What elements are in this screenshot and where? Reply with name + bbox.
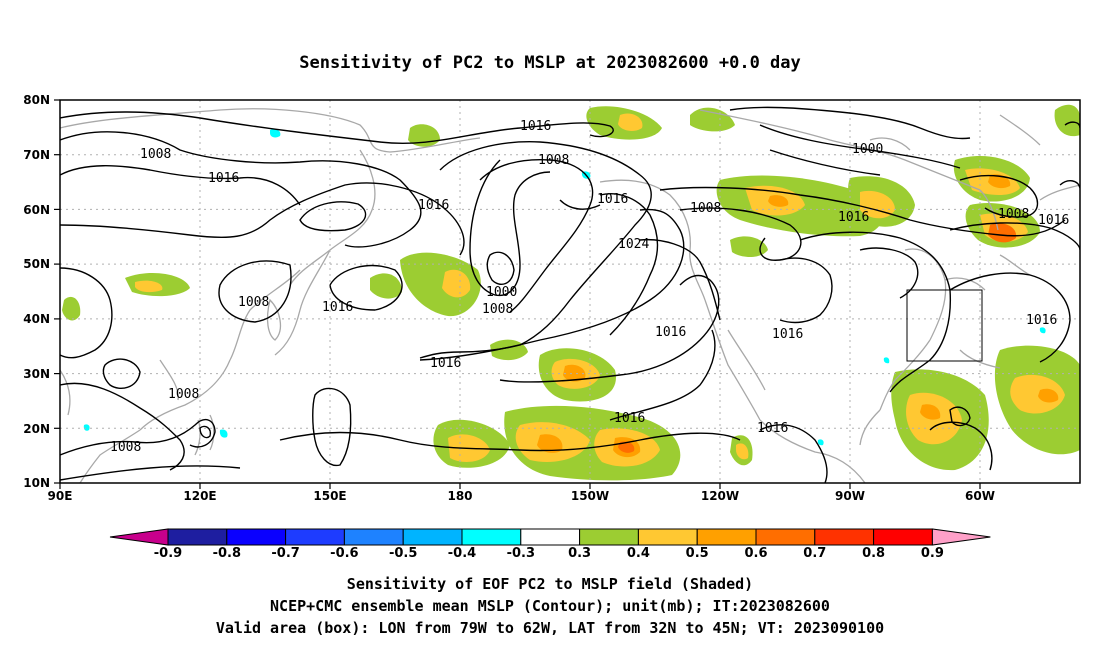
colorbar-boxes: [109, 528, 991, 546]
lat-labels: 80N 70N 60N 50N 40N 30N 20N 10N: [23, 93, 50, 490]
contour-label: 1008: [168, 387, 199, 402]
colorbar-label: -0.8: [213, 546, 241, 561]
colorbar-label: 0.8: [862, 546, 885, 561]
caption-line-2: NCEP+CMC ensemble mean MSLP (Contour); u…: [270, 597, 830, 615]
contour-labels: 1016 1008 1000 1016 1008 1016 1008 1016 …: [110, 119, 1069, 455]
contour-label: 1016: [1026, 313, 1057, 328]
colorbar-box: [402, 528, 463, 546]
colorbar-box: [696, 528, 757, 546]
colorbar-label: -0.7: [271, 546, 299, 561]
colorbar-box: [579, 528, 639, 546]
colorbar-label: 0.6: [744, 546, 767, 561]
colorbar-label: 0.3: [568, 546, 591, 561]
contour-label: 1008: [238, 295, 269, 310]
contour-label: 1008: [140, 147, 171, 162]
colorbar-label: 0.9: [921, 546, 944, 561]
figure-title: Sensitivity of PC2 to MSLP at 2023082600…: [299, 53, 801, 73]
lat-label: 40N: [23, 312, 50, 326]
contour-label: 1016: [430, 356, 461, 371]
colorbar-box: [167, 528, 228, 546]
caption-line-1: Sensitivity of EOF PC2 to MSLP field (Sh…: [347, 575, 753, 593]
colorbar-box: [873, 528, 933, 546]
colorbar-label: 0.5: [686, 546, 709, 561]
colorbar-label: -0.3: [507, 546, 535, 561]
lon-label: 120W: [701, 489, 739, 503]
lat-label: 10N: [23, 476, 50, 490]
colorbar-label: -0.9: [154, 546, 182, 561]
contour-label: 1008: [690, 201, 721, 216]
colorbar-label: 0.7: [803, 546, 826, 561]
contour-label: 1024: [618, 237, 649, 252]
contour-label: 1016: [208, 171, 239, 186]
map-frame: [59, 99, 1081, 484]
contour-label: 1016: [597, 192, 628, 207]
contour-label: 1008: [110, 440, 141, 455]
colorbar-box: [637, 528, 698, 546]
valid-area-box: [906, 289, 983, 362]
lat-label: 60N: [23, 203, 50, 217]
colorbar-box: [343, 528, 404, 546]
colorbar-box: [285, 528, 345, 546]
lat-label: 30N: [23, 367, 50, 381]
lon-label: 180: [447, 489, 472, 503]
contour-label: 1016: [1038, 213, 1069, 228]
colorbar-label: -0.6: [330, 546, 358, 561]
colorbar-label: -0.5: [389, 546, 417, 561]
contour-label: 1016: [772, 327, 803, 342]
lat-label: 70N: [23, 148, 50, 162]
colorbar-labels: -0.9 -0.8 -0.7 -0.6 -0.5 -0.4 -0.3 0.3 0.4 0.5 0.6…: [154, 546, 944, 561]
colorbar-triangle-left: [109, 528, 169, 546]
contour-label: 1008: [998, 207, 1029, 222]
contour-label: 1008: [482, 302, 513, 317]
contour-label: 1016: [757, 421, 788, 436]
lon-label: 90E: [48, 489, 73, 503]
caption: Sensitivity of EOF PC2 to MSLP field (Sh…: [216, 575, 884, 637]
contour-label: 1016: [655, 325, 686, 340]
lon-label: 150W: [571, 489, 609, 503]
caption-line-3: Valid area (box): LON from 79W to 62W, L…: [216, 619, 884, 637]
mslp-contours: [60, 106, 1080, 483]
lat-label: 80N: [23, 93, 50, 107]
gridlines: [60, 100, 1080, 483]
axis-ticks: [54, 99, 981, 489]
contour-label: 1016: [614, 411, 645, 426]
lon-label: 90W: [835, 489, 865, 503]
colorbar-label: -0.4: [448, 546, 476, 561]
contour-label: 1000: [486, 285, 517, 300]
contour-label: 1016: [520, 119, 551, 134]
colorbar-triangle-right: [931, 528, 991, 546]
lat-label: 50N: [23, 257, 50, 271]
contour-label: 1016: [418, 198, 449, 213]
map-panel: 1016 1008 1000 1016 1008 1016 1008 1016 …: [23, 93, 1081, 503]
colorbar-box: [755, 528, 816, 546]
contour-label: 1008: [538, 153, 569, 168]
contour-label: 1016: [838, 210, 869, 225]
coastlines: [60, 108, 1080, 483]
colorbar-box: [226, 528, 287, 546]
lon-label: 120E: [183, 489, 216, 503]
lon-label: 60W: [965, 489, 995, 503]
contour-label: 1016: [322, 300, 353, 315]
colorbar-label: 0.4: [627, 546, 650, 561]
colorbar-box: [520, 528, 581, 546]
lon-label: 150E: [313, 489, 346, 503]
colorbar-box: [461, 528, 522, 546]
contour-label: 1000: [852, 142, 883, 157]
colorbar-box: [814, 528, 875, 546]
lat-label: 20N: [23, 422, 50, 436]
lon-labels: 90E 120E 150E 180 150W 120W 90W 60W: [48, 489, 995, 503]
colorbar: -0.9 -0.8 -0.7 -0.6 -0.5 -0.4 -0.3 0.3 0.4 0.5 0.6…: [109, 528, 991, 561]
